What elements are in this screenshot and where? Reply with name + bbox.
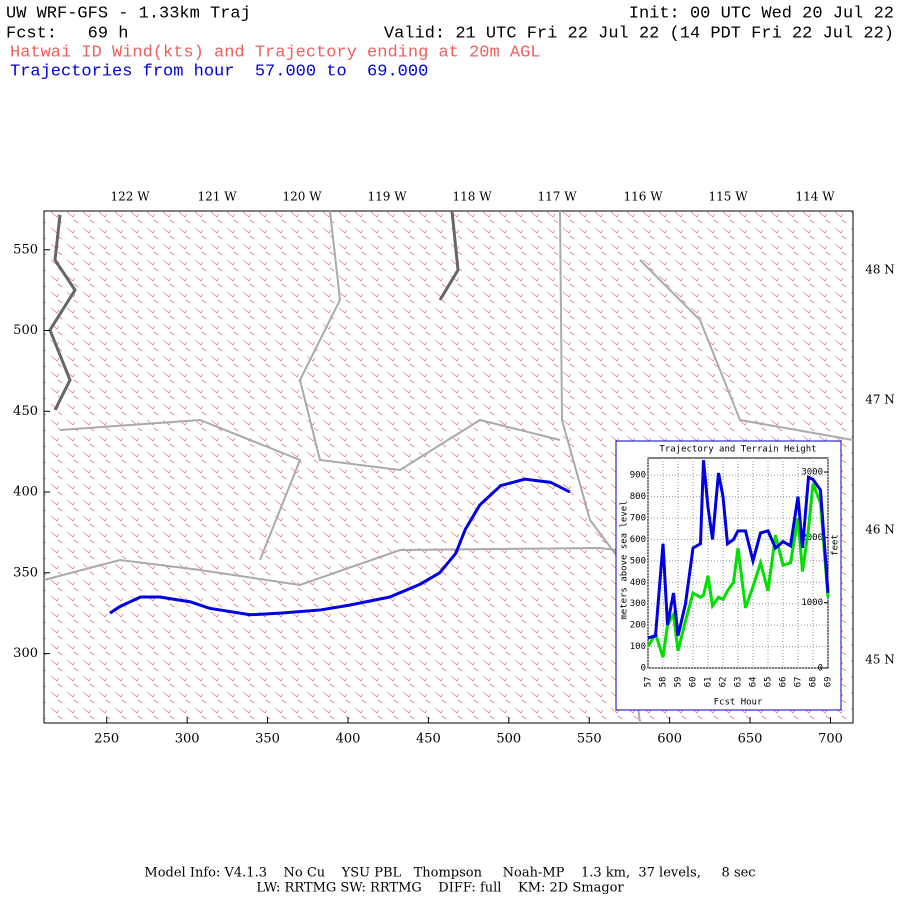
x-tick-label: 69 — [824, 677, 834, 688]
y2-tick-label: 2000 — [801, 533, 823, 543]
x-tick-label: 66 — [779, 677, 789, 688]
y-tick-label: 400 — [630, 578, 646, 588]
y-tick-label: 300 — [13, 646, 38, 661]
fcst: Fcst: 69 h — [6, 24, 128, 43]
y-tick-label: 100 — [630, 642, 646, 652]
x-tick-label: 63 — [734, 677, 744, 688]
y-tick-label: 300 — [630, 599, 646, 609]
x-tick-label: 350 — [255, 732, 280, 747]
x-tick-label: 67 — [794, 677, 804, 688]
x-tick-label: 300 — [175, 732, 200, 747]
x-tick-label: 60 — [689, 677, 699, 688]
trajectory — [109, 477, 571, 617]
y-tick-label: 700 — [630, 514, 646, 524]
x-tick-label: 450 — [416, 732, 441, 747]
inset-title: Trajectory and Terrain Height — [659, 445, 816, 455]
lon-label: 120 W — [282, 190, 322, 204]
lon-label: 115 W — [708, 190, 748, 204]
title: UW WRF-GFS - 1.33km Traj — [6, 4, 251, 23]
x-tick-label: 59 — [674, 677, 684, 688]
y-tick-label: 800 — [630, 492, 646, 502]
x-tick-label: 64 — [749, 677, 759, 688]
lon-label: 119 W — [367, 190, 407, 204]
x-tick-label: 65 — [764, 677, 774, 688]
x-tick-label: 57 — [644, 677, 654, 688]
y-tick-label: 0 — [641, 664, 646, 674]
x-tick-label: 61 — [704, 677, 714, 688]
y-tick-label: 200 — [630, 621, 646, 631]
inset: Trajectory and Terrain Height 57 58 59 60 61 6… — [615, 440, 842, 711]
y-tick-label: 400 — [13, 485, 38, 500]
valid: Valid: 21 UTC Fri 22 Jul 22 (14 PDT Fri … — [384, 24, 894, 43]
footer-line: LW: RRTMG SW: RRTMG DIFF: full KM: 2D Sm… — [256, 881, 624, 896]
init: Init: 00 UTC Wed 20 Jul 22 — [629, 4, 894, 23]
y2-tick-label: 1000 — [801, 598, 823, 608]
x-tick-label: 58 — [659, 677, 669, 688]
x-tick-label: 500 — [496, 732, 521, 747]
y-tick-label: 350 — [13, 565, 38, 580]
lon-label: 121 W — [197, 190, 237, 204]
lon-label: 118 W — [452, 190, 492, 204]
y-tick-label: 500 — [13, 323, 38, 338]
y-axis-label: meters above sea level — [620, 500, 630, 619]
x-tick-label: 600 — [657, 732, 682, 747]
y2-tick-label: 0 — [818, 664, 823, 674]
y-tick-label: 550 — [13, 242, 38, 257]
y-tick-label: 900 — [630, 471, 646, 481]
x-tick-label: 650 — [738, 732, 763, 747]
y2-tick-label: 3000 — [801, 468, 823, 478]
x-tick-label: 550 — [577, 732, 602, 747]
lon-label: 122 W — [110, 190, 150, 204]
lat-label: 47 N — [865, 393, 895, 407]
x-tick-label: 700 — [818, 732, 843, 747]
trajectory-range: Trajectories from hour 57.000 to 69.000 — [10, 62, 428, 81]
lat-label: 46 N — [865, 523, 895, 537]
x-axis-label: Fcst Hour — [714, 698, 763, 708]
y2-axis-label: feet — [831, 534, 841, 556]
lon-label: 116 W — [623, 190, 663, 204]
y-tick-label: 600 — [630, 535, 646, 545]
x-tick-label: 250 — [94, 732, 119, 747]
inset-frame — [615, 440, 842, 711]
series-line — [646, 483, 830, 658]
lon-label: 117 W — [537, 190, 577, 204]
lat-label: 48 N — [865, 263, 895, 277]
coast — [48, 210, 460, 411]
x-tick-label: 68 — [809, 677, 819, 688]
x-tick-label: 62 — [719, 677, 729, 688]
y-tick-label: 450 — [13, 404, 38, 419]
lon-label: 114 W — [795, 190, 835, 204]
x-tick-label: 400 — [336, 732, 361, 747]
lat-label: 45 N — [865, 653, 895, 667]
footer-line: Model Info: V4.1.3 No Cu YSU PBL Thompso… — [144, 866, 755, 881]
y-tick-label: 500 — [630, 556, 646, 566]
subtitle: Hatwai ID Wind(kts) and Trajectory endin… — [10, 43, 541, 62]
series-line — [647, 460, 830, 640]
